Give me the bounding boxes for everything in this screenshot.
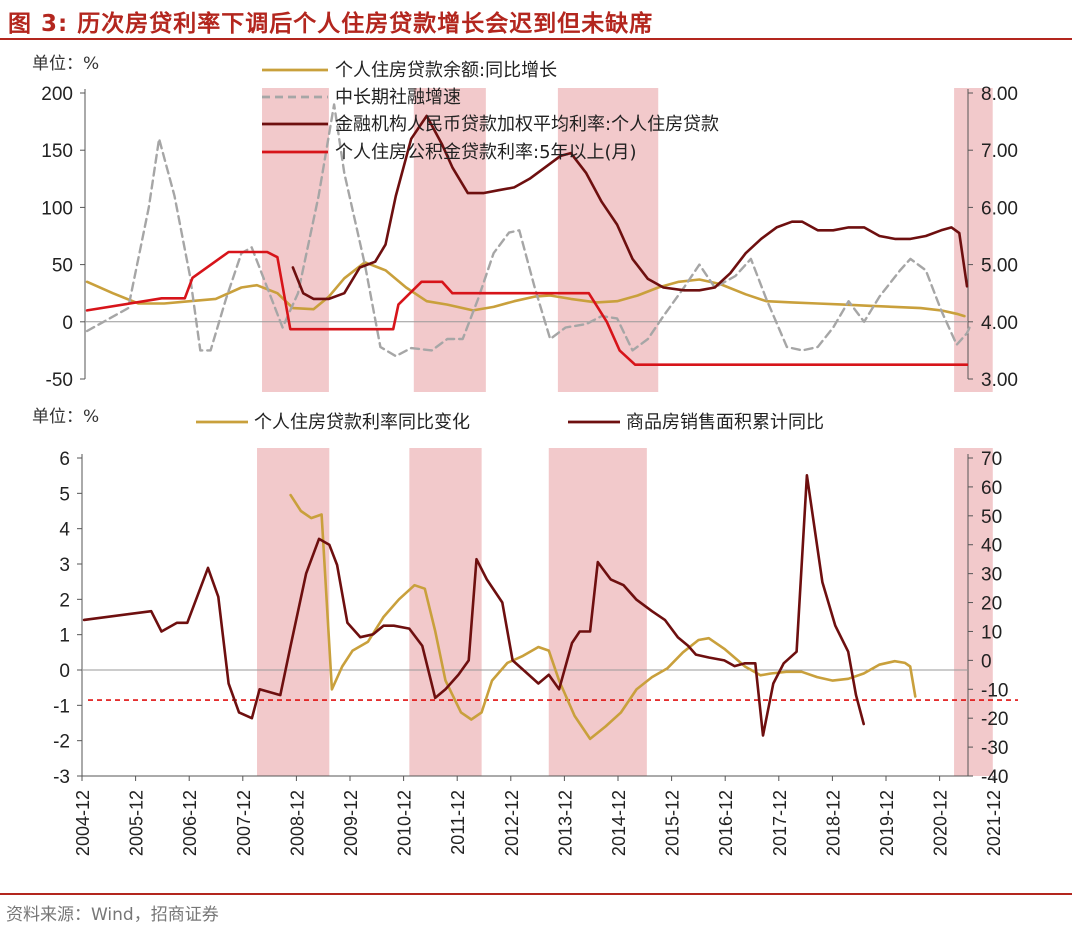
bottom-left-tick-label: 3 [59, 555, 70, 576]
top-series-line-1 [85, 261, 966, 318]
bottom-left-tick-label: 4 [59, 520, 70, 541]
bottom-right-tick-label: -30 [981, 738, 1008, 759]
x-tick-label: 2017-12 [770, 790, 790, 856]
bottom-shaded-period-3 [548, 448, 647, 776]
x-tick-label: 2006-12 [180, 790, 200, 856]
bottom-series [82, 474, 917, 741]
bottom-series-line-2 [82, 474, 865, 737]
top-legend-label: 个人住房公积金贷款利率:5年以上(月) [335, 142, 637, 163]
x-tick-label: 2012-12 [502, 790, 522, 856]
bottom-right-tick-label: 10 [981, 622, 1002, 643]
x-tick-label: 2011-12 [448, 790, 468, 855]
title-divider [0, 38, 1072, 40]
bottom-right-tick-label: 30 [981, 565, 1002, 586]
top-right-tick-label: 7.00 [981, 141, 1018, 162]
bottom-legend: 个人住房贷款利率同比变化 商品房销售面积累计同比 [196, 412, 824, 433]
top-right-tick-label: 6.00 [981, 198, 1018, 219]
top-right-tick-label: 5.00 [981, 256, 1018, 277]
bottom-right-tick-label: 50 [981, 507, 1002, 528]
top-shaded-period-1 [262, 88, 329, 392]
bottom-shaded-periods [257, 448, 993, 776]
top-shaded-periods [262, 88, 993, 392]
x-tick-label: 2014-12 [609, 790, 629, 856]
x-tick-label: 2009-12 [341, 790, 361, 856]
bottom-left-tick-label: 2 [59, 590, 70, 611]
x-tick-label: 2020-12 [931, 790, 951, 856]
bottom-right-tick-label: 70 [981, 449, 1002, 470]
top-series-line-3 [291, 114, 969, 301]
top-left-tick-label: 50 [52, 256, 73, 277]
source-note: 资料来源：Wind，招商证券 [6, 905, 219, 925]
top-legend-label: 中长期社融增速 [335, 87, 461, 108]
top-right-tick-label: 8.00 [981, 84, 1018, 105]
x-tick-label: 2004-12 [73, 790, 93, 856]
bottom-right-tick-label: 20 [981, 594, 1002, 615]
bottom-left-tick-label: -2 [53, 732, 70, 753]
bottom-unit-label: 单位：% [32, 407, 99, 427]
bottom-right-tick-label: -40 [981, 767, 1008, 788]
top-left-tick-label: 150 [41, 141, 73, 162]
top-legend: 个人住房贷款余额:同比增长中长期社融增速金融机构人民币贷款加权平均利率:个人住房… [262, 60, 719, 163]
source-divider [0, 893, 1072, 895]
top-chart: 200150100500-508.007.006.005.004.003.00 … [32, 54, 1018, 392]
bottom-chart: 6543210-1-2-3706050403020100-10-20-30-40… [32, 407, 1018, 856]
bottom-shaded-period-2 [409, 448, 482, 776]
bottom-left-tick-label: 6 [59, 449, 70, 470]
top-shaded-period-2 [413, 88, 486, 392]
bottom-shaded-period-4 [954, 448, 993, 776]
x-tick-label: 2018-12 [823, 790, 843, 856]
x-tick-label: 2013-12 [555, 790, 575, 856]
bottom-legend-label: 商品房销售面积累计同比 [626, 412, 824, 433]
x-tick-label: 2016-12 [716, 790, 736, 856]
x-tick-label: 2005-12 [127, 790, 147, 856]
top-unit-label: 单位：% [32, 54, 99, 74]
bottom-right-tick-label: -10 [981, 680, 1008, 701]
bottom-right-tick-label: 0 [981, 651, 992, 672]
bottom-legend-label: 个人住房贷款利率同比变化 [254, 412, 470, 433]
top-legend-label: 金融机构人民币贷款加权平均利率:个人住房贷款 [335, 114, 719, 135]
figure-title: 图 3: 历次房贷利率下调后个人住房贷款增长会迟到但未缺席 [8, 11, 654, 37]
top-series [85, 103, 971, 366]
top-right-tick-label: 4.00 [981, 313, 1018, 334]
x-tick-label: 2015-12 [663, 790, 683, 856]
bottom-left-tick-label: 5 [59, 484, 70, 505]
top-left-tick-label: 200 [41, 84, 73, 105]
top-right-tick-label: 3.00 [981, 370, 1018, 391]
top-left-tick-label: -50 [46, 370, 73, 391]
x-tick-label: 2008-12 [287, 790, 307, 856]
bottom-right-tick-label: 60 [981, 478, 1002, 499]
bottom-series-line-1 [289, 493, 917, 741]
bottom-left-tick-label: 0 [59, 661, 70, 682]
x-tick-label: 2019-12 [877, 790, 897, 856]
top-left-tick-label: 100 [41, 198, 73, 219]
bottom-right-tick-label: 40 [981, 536, 1002, 557]
bottom-shaded-period-1 [257, 448, 330, 776]
x-tick-label: 2007-12 [234, 790, 254, 856]
bottom-left-tick-label: -1 [53, 696, 70, 717]
bottom-left-tick-label: 1 [59, 626, 70, 647]
top-legend-label: 个人住房贷款余额:同比增长 [335, 60, 557, 81]
bottom-right-tick-label: -20 [981, 709, 1008, 730]
bottom-axes: 6543210-1-2-3706050403020100-10-20-30-40… [53, 449, 1018, 856]
bottom-left-tick-label: -3 [53, 767, 70, 788]
x-tick-label: 2021-12 [984, 790, 1004, 856]
top-axes: 200 150 100 50 0 -50 8.00 7.00 6.00 5.00 4.00 3.00 [41, 84, 1018, 391]
x-tick-label: 2010-12 [395, 790, 415, 856]
top-series-line-4 [85, 250, 969, 366]
top-shaded-period-3 [557, 88, 659, 392]
top-left-tick-label: 0 [62, 313, 73, 334]
